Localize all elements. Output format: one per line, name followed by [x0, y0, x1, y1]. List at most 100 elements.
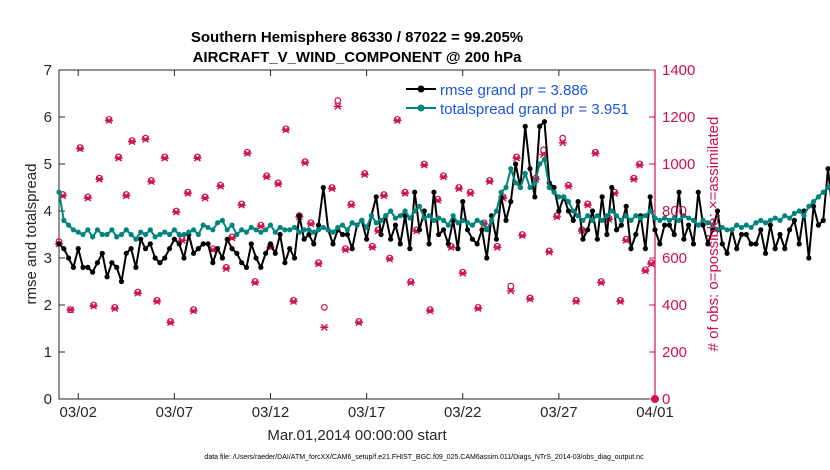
totalspread-point [311, 229, 317, 235]
rmse-point [714, 208, 721, 214]
totalspread-point [537, 161, 543, 167]
totalspread-point [455, 220, 461, 226]
x-tick-label: 03/27 [540, 404, 578, 421]
rmse-point [253, 255, 259, 261]
totalspread-point [234, 231, 240, 238]
obs-possible-point [401, 188, 409, 196]
obs-possible-point [386, 254, 394, 262]
rmse-point [205, 241, 211, 247]
obs-possible-point [328, 184, 336, 191]
totalspread-point [517, 184, 524, 191]
totalspread-point [445, 222, 451, 228]
rmse-point [613, 227, 620, 233]
obs-possible-point [355, 318, 363, 325]
obs-possible-point [486, 177, 494, 184]
totalspread-point [647, 208, 653, 214]
totalspread-point [195, 231, 201, 238]
rmse-point [676, 189, 682, 195]
obs-possible-point [301, 158, 309, 166]
totalspread-point [402, 208, 408, 214]
totalspread-point [349, 220, 355, 226]
rmse-point [724, 250, 730, 256]
obs-possible-point [194, 153, 201, 161]
rmse-point [738, 231, 745, 238]
rmse-point [777, 231, 783, 238]
rmse-point [416, 227, 423, 233]
obs-possible-point [334, 97, 342, 104]
obs-possible-point [545, 247, 553, 255]
rmse-point [431, 189, 437, 195]
legend-rmse-label: rmse grand pr = 3.886 [440, 82, 588, 99]
legend-spread-label: totalspread grand pr = 3.951 [440, 101, 629, 118]
rmse-point [306, 231, 312, 238]
totalspread-point [364, 224, 370, 231]
totalspread-point [200, 222, 206, 228]
rmse-point [508, 199, 514, 205]
rmse-point [166, 246, 173, 252]
totalspread-point [325, 227, 331, 233]
totalspread-point [575, 213, 581, 219]
rmse-point [109, 260, 115, 266]
y-tick-label: 1 [44, 344, 52, 361]
obs-possible-point [274, 179, 282, 187]
totalspread-point [335, 224, 341, 231]
totalspread-point [513, 180, 519, 186]
obs-possible-point [128, 137, 136, 144]
rmse-point [513, 161, 519, 167]
obs-possible-point [251, 278, 259, 285]
totalspread-point [431, 217, 437, 223]
totalspread-point [700, 217, 706, 223]
obs-possible-point [426, 306, 434, 314]
rmse-point [445, 241, 451, 247]
rmse-point [392, 222, 399, 228]
totalspread-point [484, 227, 490, 233]
rmse-point [388, 236, 394, 242]
totalspread-point [248, 224, 254, 231]
rmse-point [397, 241, 403, 247]
totalspread-point [205, 224, 211, 231]
rmse-point [825, 166, 830, 172]
rmse-point [758, 227, 764, 233]
rmse-point [748, 241, 754, 247]
rmse-point [210, 260, 216, 266]
rmse-point [791, 217, 797, 223]
totalspread-point [330, 229, 336, 235]
obs-possible-point [76, 144, 84, 151]
y-tick-label: 0 [44, 391, 52, 408]
totalspread-point [599, 217, 605, 223]
totalspread-point [359, 217, 365, 223]
rmse-point [628, 246, 634, 252]
totalspread-point [565, 199, 572, 205]
totalspread-point [503, 184, 509, 191]
obs-possible-point [134, 288, 142, 296]
totalspread-point [527, 184, 533, 191]
totalspread-point [373, 220, 379, 226]
totalspread-point [118, 231, 125, 238]
obs-possible-point [584, 200, 592, 208]
y-axis-label: rmse and totalspread [23, 164, 40, 305]
y-axis-label-right: # of obs: o=possible; ×=assimilated [705, 117, 722, 352]
obs-possible-point [513, 153, 520, 161]
rmse-point [652, 227, 658, 233]
y-tick-label-right: 0 [662, 391, 670, 408]
totalspread-point [652, 215, 658, 221]
totalspread-point [772, 215, 778, 221]
totalspread-point [66, 222, 72, 228]
rmse-point [287, 246, 293, 252]
totalspread-point [796, 208, 802, 214]
rmse-point [339, 231, 346, 238]
rmse-point [152, 255, 158, 261]
totalspread-point [758, 217, 764, 223]
rmse-point [806, 255, 812, 261]
obs-possible-point [320, 303, 328, 311]
obs-possible-point [217, 181, 224, 189]
totalspread-point [729, 227, 735, 233]
obs-possible-point [592, 148, 599, 156]
totalspread-point [123, 227, 129, 233]
totalspread-point [412, 208, 418, 214]
totalspread-point [657, 217, 663, 223]
rmse-point [118, 278, 125, 285]
totalspread-point [301, 227, 307, 233]
y-tick-label: 6 [44, 109, 52, 126]
rmse-point [460, 199, 466, 205]
